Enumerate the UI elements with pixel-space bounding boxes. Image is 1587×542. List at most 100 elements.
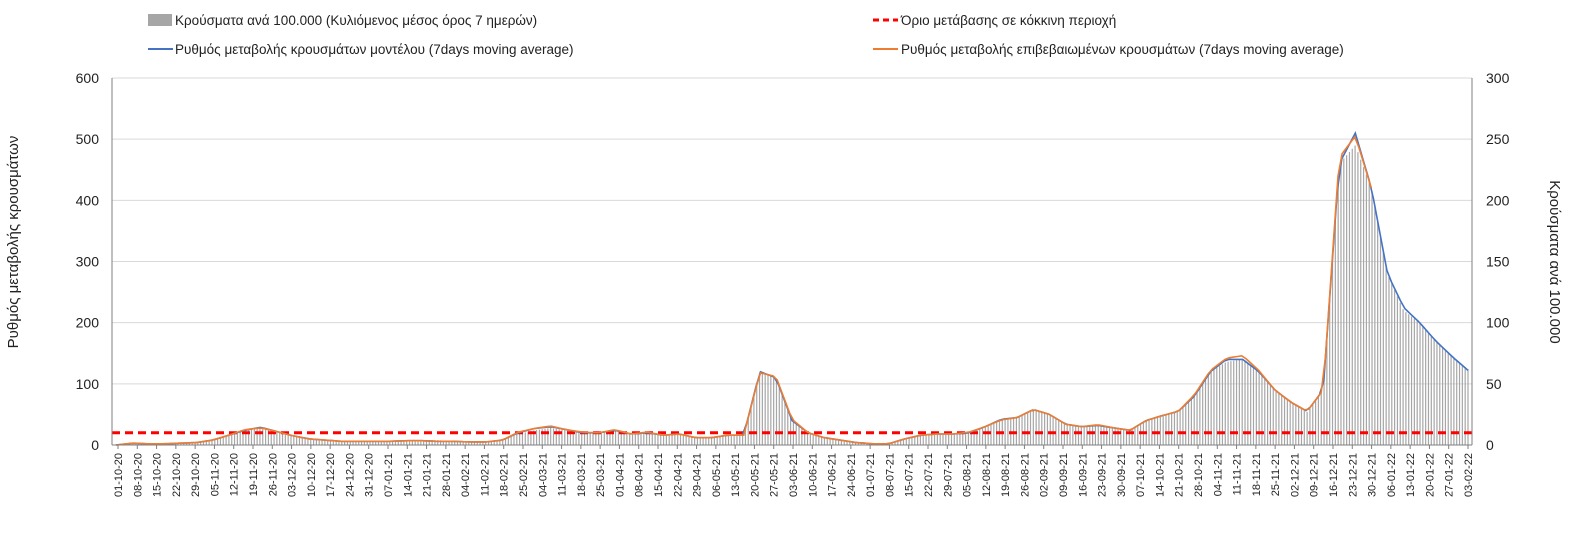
bar	[852, 441, 854, 445]
bar	[1075, 425, 1077, 445]
y-right-tick-label: 0	[1486, 437, 1494, 453]
bar	[335, 440, 337, 445]
bar	[945, 433, 947, 445]
bar	[1337, 178, 1339, 445]
bar	[344, 441, 346, 445]
bar	[919, 435, 922, 445]
bar	[660, 434, 662, 445]
x-axis-ticks: 01-10-20 08-10-20 15-10-20 22-10-20 29-10-20…	[113, 445, 1475, 497]
bar	[742, 435, 744, 445]
bar	[942, 433, 944, 445]
bar	[496, 440, 498, 445]
x-tick-label: 30-09-21	[1116, 453, 1128, 497]
bar	[1027, 412, 1029, 445]
bar	[423, 440, 425, 445]
x-tick-label: 23-12-21	[1347, 453, 1359, 497]
bar	[569, 430, 572, 445]
bar	[1032, 409, 1034, 445]
bar	[1362, 167, 1365, 446]
bar	[1326, 337, 1328, 445]
bar	[1346, 155, 1348, 445]
bar	[640, 433, 642, 445]
bar	[1405, 312, 1407, 445]
bar	[174, 443, 176, 445]
bar	[465, 441, 467, 445]
bar	[262, 428, 264, 445]
bar	[1292, 403, 1294, 445]
bar	[298, 436, 301, 445]
bar	[1069, 424, 1071, 445]
bar	[939, 433, 941, 445]
bar	[1331, 258, 1334, 445]
bar	[468, 441, 470, 445]
bar	[428, 440, 430, 445]
bar	[454, 441, 456, 445]
bar	[411, 440, 413, 445]
bar	[646, 432, 648, 445]
x-tick-label: 07-01-21	[383, 453, 395, 497]
bar	[1298, 406, 1300, 445]
bar	[1058, 420, 1060, 445]
bar	[346, 441, 349, 445]
bar	[674, 434, 676, 445]
x-tick-label: 06-05-21	[711, 453, 723, 497]
bar	[228, 435, 230, 445]
bar	[888, 443, 890, 445]
bar	[132, 443, 134, 445]
x-tick-label: 29-10-20	[190, 453, 202, 497]
bar	[959, 433, 961, 445]
bar	[408, 440, 411, 445]
bar	[863, 443, 865, 445]
bar	[727, 435, 730, 445]
bar	[270, 430, 272, 445]
bar	[1156, 417, 1159, 445]
bar	[547, 428, 549, 445]
bar	[211, 440, 213, 445]
bar	[835, 439, 837, 445]
bar	[1224, 362, 1226, 445]
bar	[1083, 426, 1085, 445]
bar	[434, 440, 436, 445]
bar	[657, 434, 659, 445]
bar	[1309, 408, 1311, 445]
bar	[1272, 388, 1274, 445]
bar	[1227, 361, 1229, 445]
bar	[1278, 393, 1280, 445]
bar	[490, 441, 492, 445]
bar	[1204, 379, 1207, 445]
bar	[691, 436, 693, 445]
bar	[1235, 360, 1238, 445]
bar	[1441, 347, 1444, 445]
y-right-tick-label: 50	[1486, 376, 1502, 392]
bar	[699, 437, 701, 445]
bar	[439, 440, 442, 445]
bar	[1238, 359, 1240, 445]
bar	[1453, 358, 1455, 445]
bar	[1171, 412, 1173, 445]
bar	[970, 431, 972, 445]
bar	[612, 430, 614, 445]
bar	[747, 417, 749, 445]
bar	[366, 441, 368, 445]
bar	[1351, 148, 1353, 445]
bar	[527, 431, 529, 445]
bar	[1402, 309, 1404, 445]
bar	[530, 431, 532, 445]
bar	[595, 432, 597, 445]
bar	[685, 435, 687, 445]
x-tick-label: 30-12-21	[1367, 453, 1379, 497]
bar	[327, 440, 329, 445]
bar	[1388, 277, 1390, 445]
bar	[891, 442, 893, 445]
bar	[191, 442, 193, 445]
bar	[778, 386, 780, 445]
bar	[1106, 426, 1108, 445]
bar	[758, 372, 761, 445]
bar	[535, 430, 538, 445]
bar	[1086, 426, 1088, 445]
bar	[315, 439, 318, 445]
x-tick-label: 23-09-21	[1097, 453, 1109, 497]
bar	[911, 437, 913, 445]
bar	[1137, 425, 1139, 445]
y-left-tick-label: 0	[91, 437, 99, 453]
